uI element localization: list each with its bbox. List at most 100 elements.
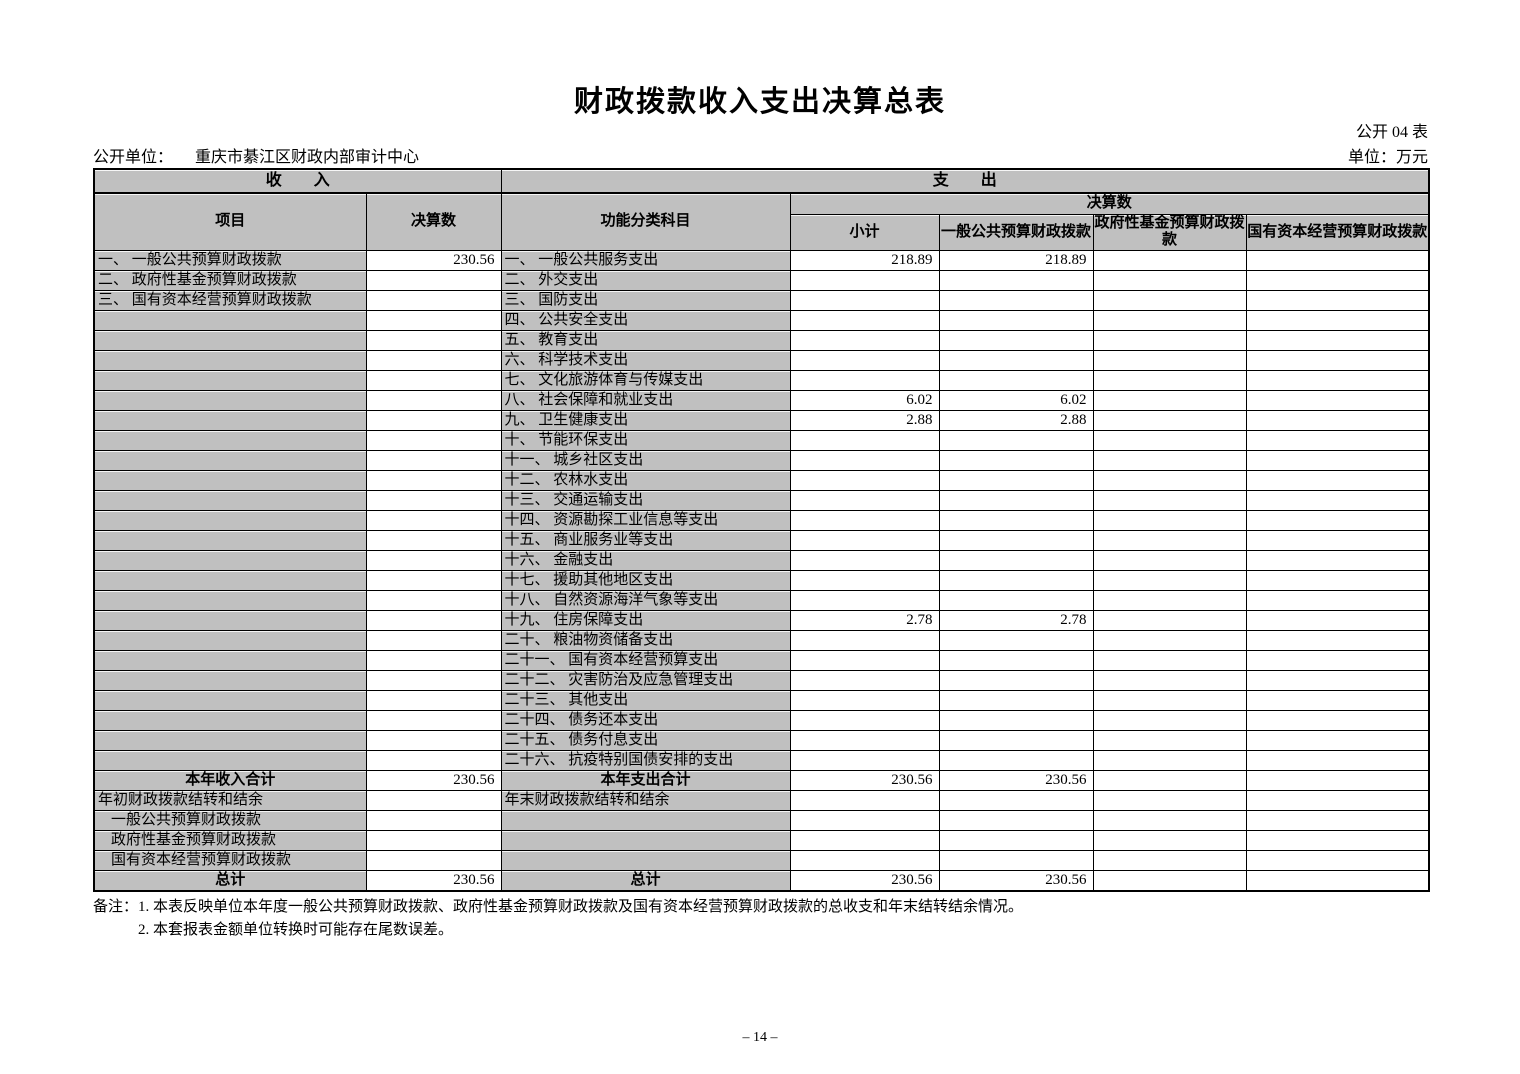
general-budget-value-cell [938, 849, 1094, 871]
expense-item-cell: 十七、 援助其他地区支出 [500, 569, 791, 591]
general-budget-value-cell [938, 669, 1094, 691]
table-body: 一、 一般公共预算财政拨款 230.56 一、 一般公共服务支出 218.89 218.… [93, 249, 1430, 891]
expense-item-cell [500, 849, 791, 871]
col-header-final-amount: 决算数 [365, 192, 502, 251]
income-item-cell [93, 749, 367, 771]
table-row: 一般公共预算财政拨款 [93, 809, 1430, 831]
income-item-cell: 二、 政府性基金预算财政拨款 [93, 269, 367, 291]
income-item-cell [93, 329, 367, 351]
income-value-cell [365, 629, 502, 651]
gov-fund-value-cell [1092, 509, 1247, 531]
general-budget-value-cell: 6.02 [938, 389, 1094, 411]
state-capital-value-cell [1245, 689, 1430, 711]
table-row: 六、 科学技术支出 [93, 349, 1430, 371]
col-header-state-capital-budget: 国有资本经营预算财政拨款 [1245, 214, 1430, 251]
subtotal-value-cell [789, 369, 940, 391]
income-value-cell [365, 849, 502, 871]
gov-fund-value-cell [1092, 489, 1247, 511]
subtotal-value-cell [789, 709, 940, 731]
expense-item-cell [500, 829, 791, 851]
table-row: 二十五、 债务付息支出 [93, 729, 1430, 751]
subtotal-value-cell [789, 569, 940, 591]
gov-fund-value-cell [1092, 709, 1247, 731]
income-value-cell [365, 829, 502, 851]
gov-fund-value-cell [1092, 829, 1247, 851]
income-item-cell [93, 729, 367, 751]
table-row: 总计 230.56 总计 230.56 230.56 [93, 869, 1430, 891]
header-row-subcolumns: 小计 一般公共预算财政拨款 政府性基金预算财政拨款 国有资本经营预算财政拨款 [94, 214, 1430, 251]
general-budget-value-cell [938, 489, 1094, 511]
table-row: 二十六、 抗疫特别国债安排的支出 [93, 749, 1430, 771]
state-capital-value-cell [1245, 649, 1430, 671]
income-value-cell [365, 549, 502, 571]
state-capital-value-cell [1245, 469, 1430, 491]
table-code-label: 公开 04 表 [1355, 124, 1428, 141]
general-budget-value-cell [938, 789, 1094, 811]
subtotal-value-cell [789, 789, 940, 811]
subtotal-value-cell [789, 669, 940, 691]
state-capital-value-cell [1245, 509, 1430, 531]
table-row: 十五、 商业服务业等支出 [93, 529, 1430, 551]
subtotal-value-cell: 2.88 [789, 409, 940, 431]
note-text-2: 2. 本套报表金额单位转换时可能存在尾数误差。 [138, 921, 454, 938]
income-item-cell [93, 429, 367, 451]
table-row: 二十二、 灾害防治及应急管理支出 [93, 669, 1430, 691]
subtotal-value-cell [789, 509, 940, 531]
expense-item-cell: 年末财政拨款结转和结余 [500, 789, 791, 811]
income-value-cell [365, 789, 502, 811]
income-item-cell [93, 549, 367, 571]
org-label: 公开单位： [93, 149, 174, 166]
general-budget-value-cell [938, 309, 1094, 331]
gov-fund-value-cell [1092, 309, 1247, 331]
state-capital-value-cell [1245, 749, 1430, 771]
state-capital-value-cell [1245, 629, 1430, 651]
income-value-cell [365, 309, 502, 331]
state-capital-value-cell [1245, 429, 1430, 451]
gov-fund-value-cell [1092, 449, 1247, 471]
gov-fund-value-cell [1092, 849, 1247, 871]
gov-fund-value-cell [1092, 429, 1247, 451]
expense-section-header: 支 出 [500, 168, 1430, 194]
table-row: 本年收入合计 230.56 本年支出合计 230.56 230.56 [93, 769, 1430, 791]
table-row: 二十四、 债务还本支出 [93, 709, 1430, 731]
expense-item-cell: 十二、 农林水支出 [500, 469, 791, 491]
gov-fund-value-cell [1092, 689, 1247, 711]
table-row: 政府性基金预算财政拨款 [93, 829, 1430, 851]
page-number: – 14 – [742, 1030, 778, 1045]
expense-item-cell: 六、 科学技术支出 [500, 349, 791, 371]
expense-item-cell: 二十六、 抗疫特别国债安排的支出 [500, 749, 791, 771]
income-value-cell [365, 409, 502, 431]
table-row: 十八、 自然资源海洋气象等支出 [93, 589, 1430, 611]
general-budget-value-cell: 230.56 [938, 869, 1094, 891]
expense-item-cell: 二、 外交支出 [500, 269, 791, 291]
income-value-cell [365, 749, 502, 771]
table-row: 十九、 住房保障支出 2.78 2.78 [93, 609, 1430, 631]
table-row: 九、 卫生健康支出 2.88 2.88 [93, 409, 1430, 431]
state-capital-value-cell [1245, 589, 1430, 611]
general-budget-value-cell [938, 649, 1094, 671]
gov-fund-value-cell [1092, 529, 1247, 551]
subtotal-value-cell [789, 589, 940, 611]
expense-item-cell: 十三、 交通运输支出 [500, 489, 791, 511]
gov-fund-value-cell [1092, 809, 1247, 831]
state-capital-value-cell [1245, 849, 1430, 871]
state-capital-value-cell [1245, 869, 1430, 891]
note-text-1: 1. 本表反映单位本年度一般公共预算财政拨款、政府性基金预算财政拨款及国有资本经… [138, 898, 1024, 915]
table-row: 三、 国有资本经营预算财政拨款 三、 国防支出 [93, 289, 1430, 311]
general-budget-value-cell [938, 529, 1094, 551]
gov-fund-value-cell [1092, 769, 1247, 791]
table-row: 二十、 粮油物资储备支出 [93, 629, 1430, 651]
income-value-cell [365, 389, 502, 411]
subtotal-value-cell [789, 349, 940, 371]
state-capital-value-cell [1245, 269, 1430, 291]
notes: 备注：1. 本表反映单位本年度一般公共预算财政拨款、政府性基金预算财政拨款及国有… [93, 896, 1428, 942]
subtotal-value-cell [789, 629, 940, 651]
income-value-cell [365, 589, 502, 611]
general-budget-value-cell [938, 629, 1094, 651]
income-item-cell [93, 389, 367, 411]
income-item-cell: 总计 [93, 869, 367, 891]
general-budget-value-cell: 218.89 [938, 249, 1094, 271]
expense-item-cell: 十九、 住房保障支出 [500, 609, 791, 631]
general-budget-value-cell [938, 429, 1094, 451]
col-header-general-budget: 一般公共预算财政拨款 [938, 214, 1094, 251]
